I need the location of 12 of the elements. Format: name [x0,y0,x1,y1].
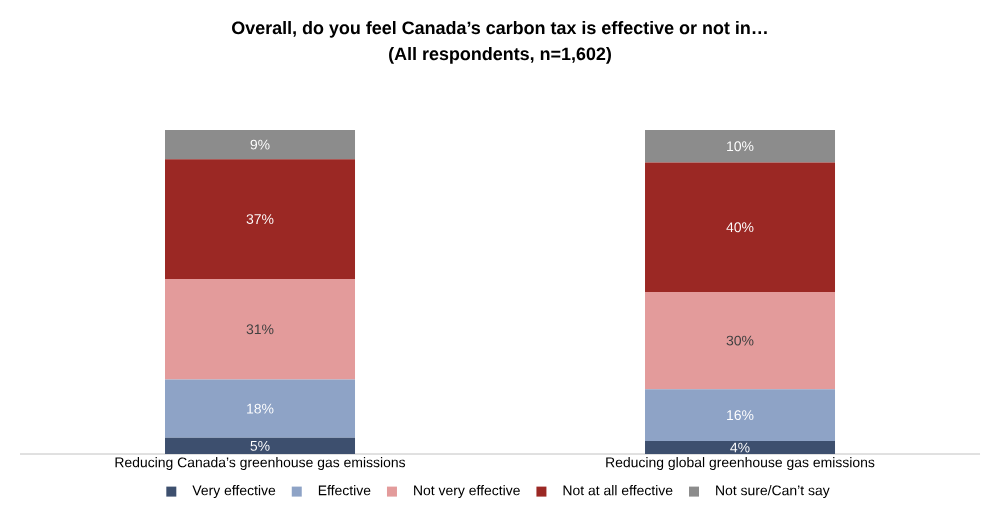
bar [645,162,836,292]
chart-title: Overall, do you feel Canada’s carbon tax is effective or not in… [232,21,767,38]
bar [165,130,356,160]
bar [165,279,356,380]
bar [165,437,356,454]
bar [645,292,836,390]
bar [645,389,836,442]
chart-subtitle: (All respondents, n=1,602) [389,47,611,64]
bar [645,441,836,454]
bar [645,130,836,163]
bar [165,379,356,438]
bar [165,159,356,280]
